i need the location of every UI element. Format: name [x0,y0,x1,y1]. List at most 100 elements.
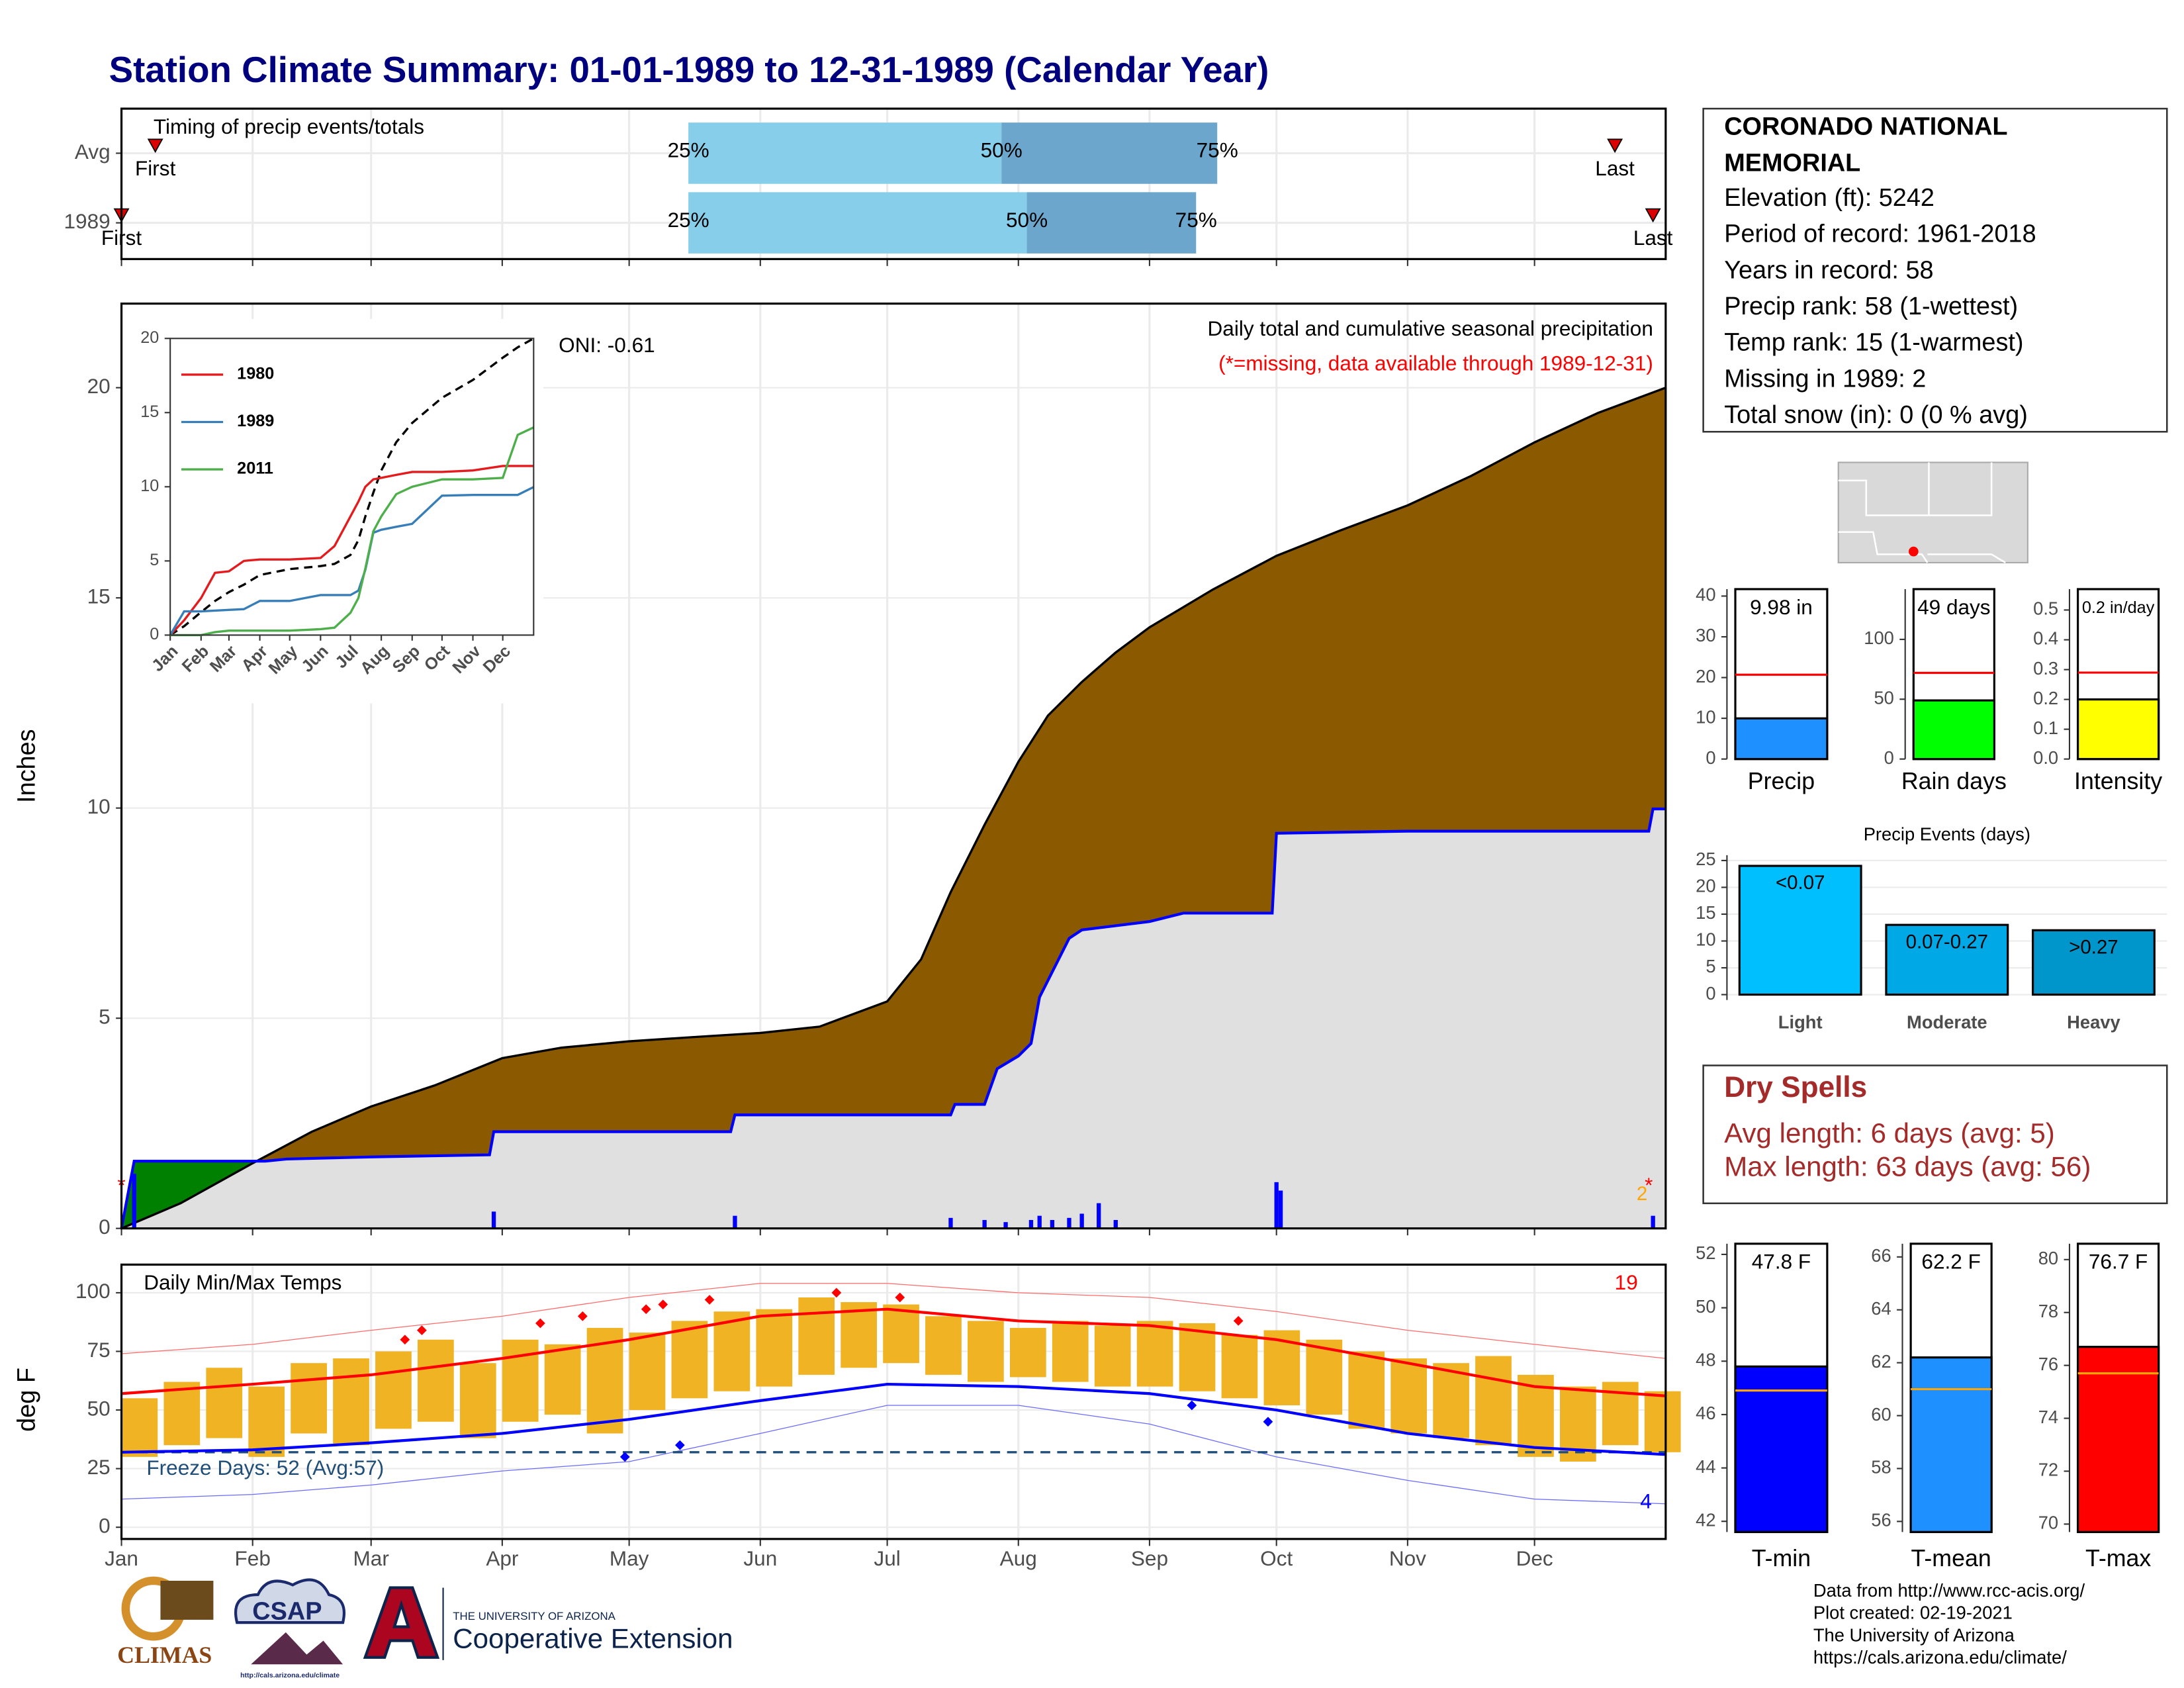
daily-bar [491,1211,496,1229]
daily-bar [1274,1182,1279,1229]
category-label: T-mean [1911,1545,1991,1571]
y-tick-label: 0.0 [2033,747,2058,768]
y-tick-label: 0 [150,625,159,643]
record-marker [417,1325,427,1335]
x-tick-label: May [610,1546,649,1570]
temp-range-bar [1433,1363,1469,1438]
bar-label: 0.07-0.27 [1906,931,1988,953]
daily-bar [733,1215,737,1229]
ua-name: THE UNIVERSITY OF ARIZONA [453,1610,615,1622]
y-tick-label: 64 [1871,1298,1891,1319]
temp-range-bar [418,1339,454,1422]
y-tick-label: 44 [1696,1456,1715,1477]
footer-line: Plot created: 02-19-2021 [1813,1603,2013,1623]
series-line [169,465,534,636]
event-marker [1645,208,1661,223]
y-tick-label: 56 [1871,1510,1891,1530]
y-tick-label: 50 [87,1396,111,1420]
station-info: Total snow (in): 0 (0 % avg) [1724,401,2028,429]
category-label: Precip [1748,768,1815,794]
record-marker [658,1299,668,1309]
y-tick-label: 40 [1696,585,1715,605]
bar-label: <0.07 [1776,872,1825,894]
dry-spells-box [1702,1064,2168,1205]
y-tick-label: 5 [150,551,159,569]
station-info: Elevation (ft): 5242 [1724,184,1934,212]
row-label: 1989 [64,209,111,233]
value-label: 49 days [1917,595,1991,619]
y-tick-label: 0.4 [2033,628,2058,649]
daily-bar [1028,1219,1034,1229]
chart-title: Daily total and cumulative seasonal prec… [1208,316,1653,340]
y-tick-label: 15 [140,402,159,421]
y-tick-label: 10 [87,794,111,818]
temp-range-bar [1052,1321,1089,1382]
y-tick-label: 80 [2038,1248,2058,1268]
oni-annotation: ONI: -0.61 [559,333,655,357]
quartile-bar [1001,122,1218,184]
y-tick-label: 48 [1696,1349,1715,1370]
y-axis-title: deg F [13,1368,41,1432]
station-box [1702,107,2168,433]
y-tick-label: 10 [1696,706,1715,727]
y-tick-label: 50 [1874,687,1893,708]
x-tick-label: Feb [235,1546,271,1570]
y-tick-label: 10 [1696,929,1715,950]
x-tick-label: Dec [1516,1546,1553,1570]
record-marker [1187,1400,1197,1411]
climas-emblem [160,1580,214,1620]
bar [1909,1356,1993,1533]
csap-mountains [251,1632,343,1665]
event-marker [147,138,163,154]
temp-range-bar [968,1321,1004,1382]
bar-label: >0.27 [2069,936,2118,958]
temp-range-bar [544,1344,581,1415]
y-tick-label: 20 [87,374,111,398]
plot-frame [120,107,1667,260]
y-tick-label: 62 [1871,1351,1891,1372]
legend-label: 1980 [237,365,274,383]
category-label: Heavy [2067,1012,2120,1033]
freeze-label: Freeze Days: 52 (Avg:57) [146,1456,384,1479]
value-label: 76.7 F [2089,1250,2148,1274]
x-tick-label: Jan [105,1546,138,1570]
quartile-bar [688,192,1027,254]
temp-range-bar [206,1368,243,1438]
y-tick-label: 20 [1696,666,1715,686]
x-tick-label: Oct [1260,1546,1293,1570]
panel-title: Precip Events (days) [1864,824,2030,845]
quartile-bar [1026,192,1197,254]
legend-label: 1989 [237,412,274,430]
y-tick-label: 60 [1871,1404,1891,1425]
y-tick-label: 0.2 [2033,688,2058,708]
event-marker [1607,138,1623,154]
record-low-count: 4 [1640,1489,1652,1513]
daily-bar [1067,1217,1071,1229]
temp-range-bar [1306,1339,1343,1415]
daily-bar [1050,1219,1055,1229]
quartile-bar [688,122,1002,184]
station-info: Temp rank: 15 (1-warmest) [1724,329,2023,357]
record-marker [619,1452,630,1462]
y-tick-label: 50 [1696,1296,1715,1317]
year-area [121,808,1666,1229]
y-tick-label: 0 [99,1513,111,1537]
y-tick-label: 5 [1706,956,1715,976]
temp-range-bar [1390,1358,1428,1434]
record-line [121,1405,1666,1505]
temp-range-bar [756,1309,793,1387]
bar [2031,929,2156,996]
daily-bar [1003,1222,1008,1229]
csap-cloud [234,1578,346,1624]
page-title: Station Climate Summary: 01-01-1989 to 1… [109,49,1269,90]
map-borders [1838,462,2006,564]
daily-bar [1113,1219,1118,1229]
legend-label: 2011 [237,459,273,478]
csap-logo: CSAP [252,1597,322,1625]
temp-range-bar [798,1297,835,1375]
quartile-label: 75% [1175,208,1217,232]
record-high-count: 19 [1615,1270,1638,1294]
chart-subtitle: (*=missing, data available through 1989-… [1218,352,1653,375]
quartile-label: 50% [1006,208,1048,232]
extension-name: Cooperative Extension [453,1623,733,1654]
